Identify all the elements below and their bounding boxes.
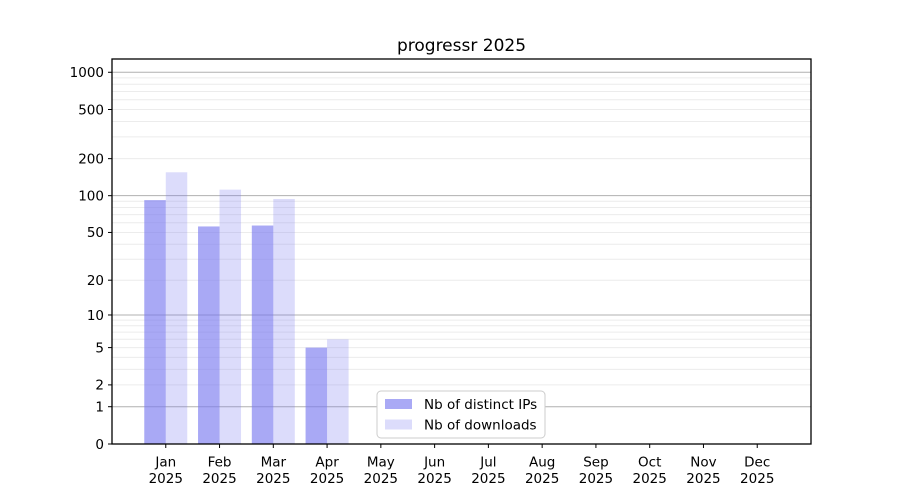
legend-swatch-ips [385,399,412,409]
x-tick-label: Sep 2025 [579,455,613,488]
y-tick-label: 0 [95,437,104,453]
bar-ips-apr [305,347,328,444]
x-tick-label: Jul 2025 [471,455,505,488]
legend-box [376,390,546,439]
x-tick-label: Jan 2025 [149,455,183,488]
legend-label-ips: Nb of distinct IPs [424,397,537,413]
y-tick-label: 20 [87,273,104,289]
x-axis: Jan 2025 Feb 2025 Mar 2025 Apr 2025 May 2025 Jun 20… [149,444,774,488]
x-tick-label: Mar 2025 [256,455,290,488]
x-tick-label: May 2025 [364,455,398,488]
plot-border [111,58,812,445]
y-axis: 0 1 2 5 10 20 50 100 200 500 1000 [70,65,112,453]
y-tick-label: 2 [95,378,104,394]
bar-ips-feb [198,226,220,444]
y-tick-label: 1 [95,400,104,416]
y-tick-label: 500 [78,102,104,118]
x-tick-label: Feb 2025 [202,455,236,488]
y-tick-label: 200 [78,151,104,167]
x-tick-label: Jun 2025 [417,455,451,488]
minor-gridlines [112,77,811,386]
y-tick-label: 100 [78,188,104,204]
bar-downloads-feb [219,189,242,444]
y-tick-label: 10 [87,308,104,324]
x-tick-label: Apr 2025 [310,455,344,488]
legend: Nb of distinct IPs Nb of downloads [376,390,546,439]
bars [144,172,349,445]
y-tick-label: 5 [95,340,104,356]
x-tick-label: Nov 2025 [686,455,720,488]
y-tick-label: 50 [87,225,104,241]
x-tick-label: Dec 2025 [740,455,774,488]
y-tick-label: 1000 [70,65,104,81]
bar-downloads-apr [327,339,349,444]
legend-label-downloads: Nb of downloads [424,418,537,434]
bar-downloads-mar [273,198,295,444]
x-tick-label: Oct 2025 [633,455,667,488]
x-tick-label: Aug 2025 [525,455,559,488]
legend-swatch-downloads [385,419,412,430]
bar-ips-jan [144,200,166,444]
chart-title: progressr 2025 [397,36,526,56]
bar-downloads-jan [165,172,188,445]
bar-ips-mar [251,225,274,444]
